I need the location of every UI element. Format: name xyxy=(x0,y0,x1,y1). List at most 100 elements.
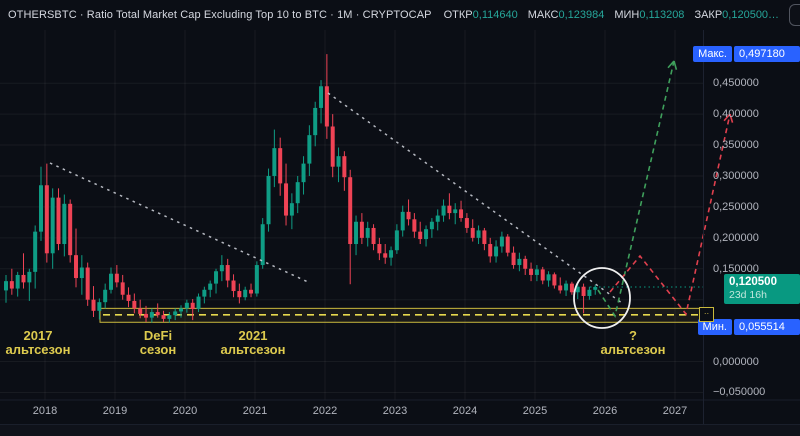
candle-body xyxy=(313,107,318,136)
price-tick-label: 0,350000 xyxy=(713,139,759,152)
candle-body xyxy=(237,291,242,298)
candle-body xyxy=(575,286,580,293)
ohlc-item: МАКС0,123984 xyxy=(527,9,605,21)
candle-body xyxy=(470,227,475,238)
candle-body xyxy=(499,236,504,247)
candle-body xyxy=(50,197,55,254)
candle-body xyxy=(295,182,300,204)
ohlc-item: МИН0,113208 xyxy=(614,9,685,21)
year-tick-label: 2026 xyxy=(592,405,618,417)
candle-body xyxy=(564,283,569,291)
candle-body xyxy=(348,177,353,245)
candle-body xyxy=(184,302,189,309)
price-tick-label: 0,400000 xyxy=(713,108,759,121)
price-tick-label: 0,450000 xyxy=(713,77,759,90)
altseason-annotation: DeFi сезон xyxy=(139,328,177,357)
candle-body xyxy=(330,126,335,167)
year-tick-label: 2021 xyxy=(242,405,268,417)
symbol-title[interactable]: OTHERSBTC · Ratio Total Market Cap Exclu… xyxy=(8,9,432,21)
candle-body xyxy=(56,197,61,245)
price-tick-label: 0,250000 xyxy=(713,200,759,213)
candle-body xyxy=(289,203,294,216)
candle-body xyxy=(505,236,510,253)
candle-body xyxy=(219,265,224,272)
candle-body xyxy=(435,215,440,222)
candle-body xyxy=(453,209,458,214)
candle-body xyxy=(400,211,405,231)
candle-body xyxy=(85,267,90,300)
year-tick-label: 2024 xyxy=(452,405,478,417)
candle-body xyxy=(569,283,574,293)
candle-body xyxy=(190,302,195,309)
candle-body xyxy=(587,289,592,296)
time-scale-axis[interactable]: 2018 2019 2020 2021 2022 2023 2024 2025 2026 2027 xyxy=(0,400,800,424)
candle-body xyxy=(109,273,114,290)
candle-body xyxy=(114,273,119,283)
candle-body xyxy=(523,258,528,269)
candle-body xyxy=(529,268,534,275)
candle-body xyxy=(4,281,8,291)
candle-body xyxy=(91,299,96,311)
candle-body xyxy=(517,258,522,266)
candle-body xyxy=(371,227,376,245)
candle-body xyxy=(21,274,26,283)
candle-body xyxy=(208,283,213,290)
year-tick-label: 2022 xyxy=(312,405,338,417)
candle-body xyxy=(97,302,102,311)
candle-body xyxy=(39,185,44,232)
price-tick-label: 0,150000 xyxy=(713,262,759,275)
candle-body xyxy=(33,231,38,272)
candle-body xyxy=(324,86,329,127)
ratio-button[interactable]: Ratio xyxy=(789,4,800,26)
year-tick-label: 2020 xyxy=(172,405,198,417)
candle-body xyxy=(9,281,14,289)
candle-body xyxy=(558,285,563,291)
candle-body xyxy=(511,252,516,266)
candle-body xyxy=(354,221,359,245)
bullish-projection-arrow-arrowhead xyxy=(673,60,678,70)
candle-body xyxy=(534,269,539,275)
candle-body xyxy=(68,203,73,256)
altseason-annotation: ? альтсезон xyxy=(600,328,666,357)
candle-body xyxy=(243,289,248,298)
candle-body xyxy=(581,286,586,296)
bearish-projection-arrow-arrowhead xyxy=(723,113,731,122)
candle-body xyxy=(418,231,423,240)
candle-body xyxy=(459,209,464,219)
all-time-high-badge: Макс. 0,497180 xyxy=(693,46,800,62)
candle-body xyxy=(196,296,201,309)
candle-body xyxy=(231,280,236,292)
candle-body xyxy=(249,289,254,294)
candle-body xyxy=(389,250,394,258)
candle-body xyxy=(540,269,545,281)
candle-body xyxy=(173,311,178,316)
candle-body xyxy=(44,185,49,254)
candle-body xyxy=(301,163,306,183)
price-tick-label: 0,300000 xyxy=(713,169,759,182)
candle-body xyxy=(272,148,277,176)
candle-body xyxy=(365,227,370,238)
candle-body xyxy=(149,312,154,318)
candle-body xyxy=(377,244,382,254)
candle-body xyxy=(266,175,271,225)
candle-body xyxy=(447,205,452,214)
candle-body xyxy=(488,244,493,257)
price-tick-label: 0,200000 xyxy=(713,231,759,244)
price-scale-axis[interactable]: 0,450000 0,400000 0,350000 0,300000 0,250000… xyxy=(703,30,800,424)
altseason-annotation: 2021 альтсезон xyxy=(220,328,286,357)
candle-body xyxy=(103,289,108,303)
candle-body xyxy=(225,265,230,281)
year-tick-label: 2019 xyxy=(102,405,128,417)
candle-body xyxy=(552,274,557,286)
candle-body xyxy=(144,313,149,318)
bearish-projection-arrow-arrowhead xyxy=(729,113,734,123)
candle-body xyxy=(179,308,184,312)
candle-body xyxy=(214,271,219,284)
candle-body xyxy=(307,135,312,164)
candle-body xyxy=(132,300,137,309)
bearish-projection-arrow xyxy=(609,113,731,316)
year-tick-label: 2023 xyxy=(382,405,408,417)
candle-body xyxy=(429,221,434,230)
candle-body xyxy=(412,219,417,232)
